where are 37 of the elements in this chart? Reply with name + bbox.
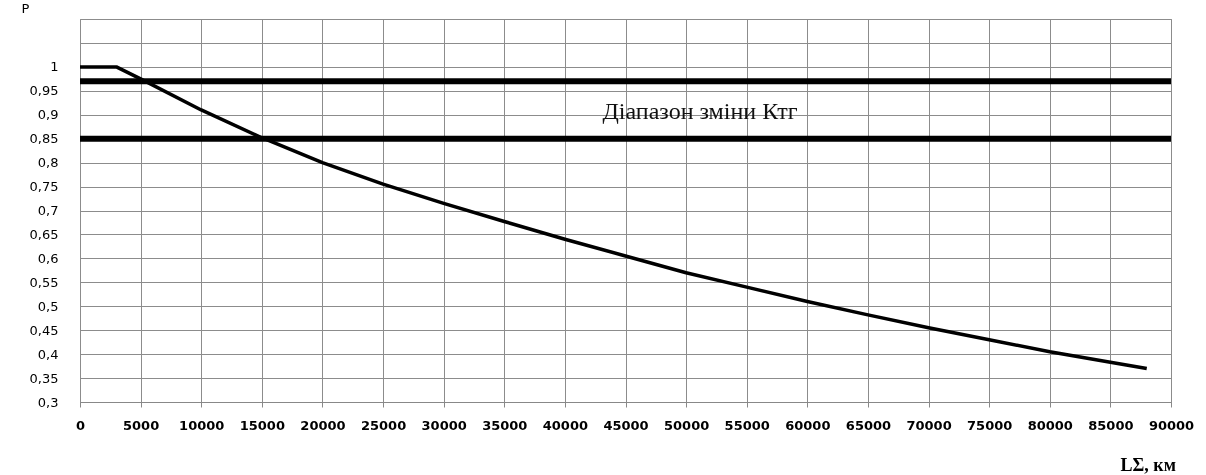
x-tick-label: 30000 xyxy=(421,417,467,433)
x-tick-label: 0 xyxy=(75,417,86,433)
x-tick-label: 25000 xyxy=(360,417,407,433)
y-tick-label: 0,8 xyxy=(37,155,59,171)
y-tick-label: 0,75 xyxy=(29,179,59,195)
x-tick-label: 10000 xyxy=(179,417,225,433)
y-tick-label: 0,45 xyxy=(29,322,59,338)
y-tick-label: 0,6 xyxy=(37,250,59,266)
annotation: Діапазон зміни Ктг xyxy=(602,98,798,124)
x-tick-label: 80000 xyxy=(1027,417,1073,433)
x-tick-label: 50000 xyxy=(663,417,710,433)
x-tick-label: 35000 xyxy=(482,417,528,433)
y-axis-title: P xyxy=(21,0,30,16)
y-tick-label: 1 xyxy=(50,59,59,75)
y-tick-label: 0,4 xyxy=(37,346,59,362)
y-tick-label: 0,65 xyxy=(29,226,59,242)
x-tick-label: 75000 xyxy=(967,417,1013,433)
x-tick-label: 60000 xyxy=(785,417,831,433)
y-tick-label: 0,55 xyxy=(29,274,59,290)
x-tick-label: 45000 xyxy=(603,417,649,433)
y-tick-label: 0,9 xyxy=(37,107,59,123)
y-tick-label: 0,7 xyxy=(37,203,59,218)
x-tick-label: 65000 xyxy=(845,417,892,433)
x-tick-label: 40000 xyxy=(542,417,589,433)
x-axis-title: LΣ, км xyxy=(1120,454,1176,475)
y-tick-label: 0,35 xyxy=(29,370,59,386)
x-tick-label: 90000 xyxy=(1148,417,1195,433)
x-tick-label: 70000 xyxy=(906,417,952,433)
y-tick-label: 0,3 xyxy=(37,394,59,410)
y-tick-label: 0,5 xyxy=(37,298,59,314)
x-tick-label: 85000 xyxy=(1088,417,1134,433)
x-tick-label: 20000 xyxy=(300,417,346,433)
y-tick-label: 0,95 xyxy=(29,83,59,99)
x-tick-label: 15000 xyxy=(239,417,285,433)
y-tick-label: 0,85 xyxy=(29,131,59,147)
x-tick-label: 5000 xyxy=(123,417,160,433)
x-tick-label: 55000 xyxy=(724,417,770,433)
